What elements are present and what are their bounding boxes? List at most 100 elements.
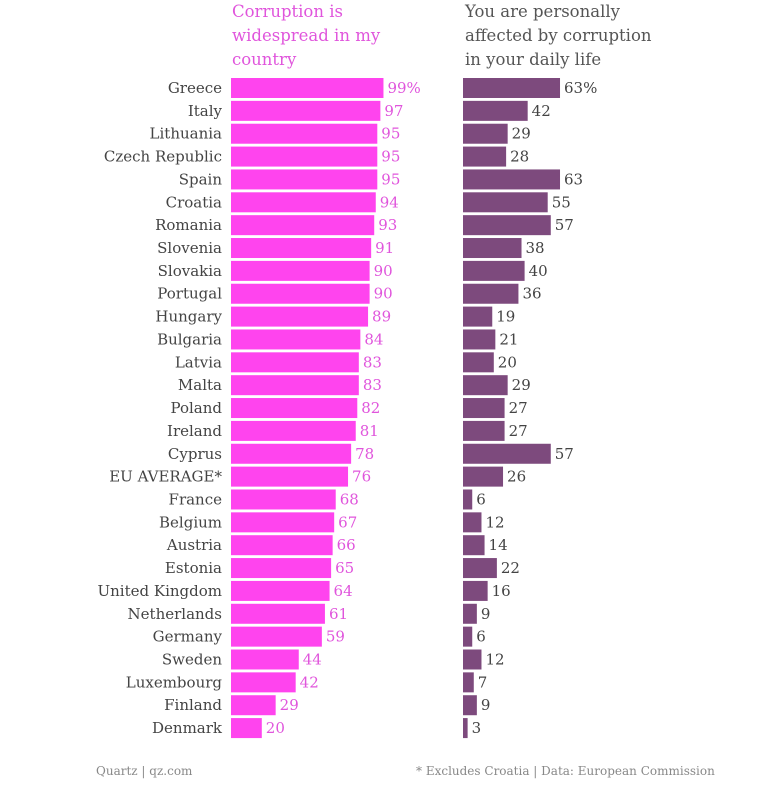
value-label: 28 [510, 148, 529, 166]
value-label: 76 [352, 468, 371, 486]
bar-series-2 [463, 329, 496, 350]
value-label: 12 [485, 651, 504, 669]
bar-series-2 [463, 260, 525, 281]
value-label: 6 [476, 490, 486, 508]
series-2-title: You are personally affected by corruptio… [465, 2, 652, 69]
value-label: 42 [532, 102, 551, 120]
value-label: 81 [360, 422, 379, 440]
value-label: 68 [340, 490, 359, 508]
bar-series-1 [231, 375, 359, 396]
bar-series-1 [231, 352, 359, 373]
bar-series-1 [231, 283, 370, 304]
bar-series-2 [463, 443, 551, 464]
category-label: Croatia [166, 193, 222, 211]
bar-series-2 [463, 238, 522, 259]
bar-series-1 [231, 306, 369, 327]
value-label: 21 [499, 330, 518, 348]
bar-series-2 [463, 672, 474, 693]
value-label: 89 [372, 308, 391, 326]
series-1-title: Corruption is widespread in my country [232, 2, 381, 69]
bar-series-1 [231, 672, 296, 693]
value-label: 66 [337, 536, 356, 554]
category-label: Spain [179, 170, 223, 188]
bar-series-1 [231, 466, 349, 487]
bar-series-1 [231, 535, 333, 556]
value-label: 93 [378, 216, 397, 234]
value-label: 55 [552, 193, 571, 211]
bar-series-1 [231, 603, 325, 624]
category-label: Ireland [167, 422, 222, 440]
category-label: Lithuania [150, 125, 223, 143]
value-label: 44 [303, 651, 322, 669]
category-label: Germany [153, 628, 223, 646]
value-label: 20 [498, 353, 517, 371]
category-label: Slovakia [158, 262, 222, 280]
bar-series-2 [463, 420, 505, 441]
category-label: Greece [168, 79, 222, 97]
value-label: 57 [555, 216, 574, 234]
bar-series-2 [463, 375, 508, 396]
category-label: Netherlands [128, 605, 222, 623]
value-label: 40 [529, 262, 548, 280]
value-label: 78 [355, 445, 374, 463]
value-label: 97 [384, 102, 403, 120]
category-label: France [169, 490, 223, 508]
bar-series-1 [231, 123, 378, 144]
bar-series-2 [463, 718, 468, 739]
value-label: 7 [478, 673, 488, 691]
bar-series-2 [463, 352, 494, 373]
bar-series-1 [231, 512, 335, 533]
bar-series-2 [463, 283, 519, 304]
category-label: Italy [188, 102, 223, 120]
value-label: 57 [555, 445, 574, 463]
value-label: 29 [280, 696, 299, 714]
value-label: 65 [335, 559, 354, 577]
value-label: 83 [363, 353, 382, 371]
category-label: Romania [155, 216, 222, 234]
bar-series-1 [231, 78, 384, 98]
bar-series-2 [463, 398, 505, 419]
bar-series-2 [463, 558, 497, 579]
bar-series-1 [231, 420, 356, 441]
bar-series-1 [231, 580, 330, 601]
bar-series-1 [231, 718, 262, 739]
category-label: Hungary [155, 308, 222, 326]
value-label: 3 [472, 719, 482, 737]
value-label: 91 [375, 239, 394, 257]
bar-series-1 [231, 238, 372, 259]
value-label: 19 [496, 308, 515, 326]
bar-series-1 [231, 169, 378, 190]
category-label: Malta [178, 376, 222, 394]
value-label: 84 [364, 330, 383, 348]
bar-series-2 [463, 100, 528, 121]
category-label: United Kingdom [98, 582, 223, 600]
value-label: 59 [326, 628, 345, 646]
bar-series-2 [463, 306, 493, 327]
bar-series-2 [463, 649, 482, 670]
category-label: Cyprus [168, 445, 222, 463]
bar-series-1 [231, 443, 352, 464]
value-label: 26 [507, 468, 526, 486]
bar-series-2 [463, 146, 507, 167]
bar-series-2 [463, 192, 548, 213]
value-label: 29 [512, 376, 531, 394]
bar-series-1 [231, 649, 299, 670]
bar-series-1 [231, 558, 332, 579]
bar-series-1 [231, 489, 336, 510]
value-label: 90 [374, 285, 393, 303]
category-label: Estonia [165, 559, 222, 577]
value-label: 29 [512, 125, 531, 143]
value-label: 63 [564, 170, 583, 188]
category-label: Czech Republic [104, 148, 222, 166]
value-label: 95 [381, 125, 400, 143]
category-label: EU AVERAGE* [109, 468, 222, 486]
value-label: 63% [564, 79, 597, 97]
bar-series-1 [231, 100, 381, 121]
bar-series-2 [463, 603, 477, 624]
value-label: 94 [380, 193, 399, 211]
value-label: 12 [485, 513, 504, 531]
bar-series-1 [231, 146, 378, 167]
value-label: 9 [481, 696, 491, 714]
